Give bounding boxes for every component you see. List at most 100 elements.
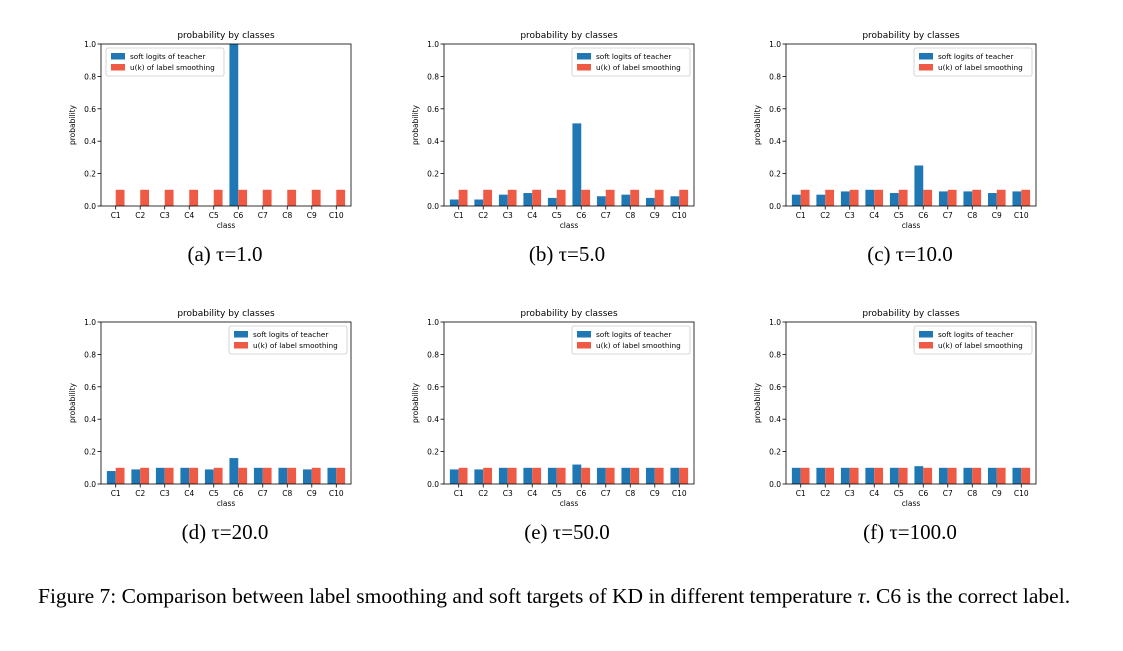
bar-smoothing-C6 — [581, 189, 591, 206]
plot-frame — [100, 43, 352, 207]
bar-smoothing-C8 — [287, 189, 297, 206]
bar-smoothing-C6 — [923, 189, 933, 206]
bar-teacher-C1 — [449, 199, 459, 206]
bar-smoothing-C5 — [556, 467, 566, 484]
bar-teacher-C9 — [302, 469, 312, 484]
bar-teacher-C5 — [547, 467, 557, 484]
x-tick-label-C6: C6 — [233, 211, 243, 220]
y-tick-label: 0.4 — [427, 137, 439, 146]
x-tick-label-C1: C1 — [796, 489, 806, 498]
y-tick-label: 1.0 — [84, 40, 96, 49]
legend-swatch-teacher — [577, 53, 591, 60]
x-tick-label-C8: C8 — [282, 489, 292, 498]
bar-teacher-C5 — [889, 467, 899, 484]
y-tick-label: 0.8 — [84, 350, 96, 359]
x-tick-label-C9: C9 — [307, 489, 317, 498]
bar-smoothing-C7 — [262, 467, 272, 484]
bar-teacher-C5 — [204, 469, 214, 484]
y-tick-label: 0.4 — [769, 415, 781, 424]
legend-label-smoothing: u(k) of label smoothing — [253, 341, 338, 350]
bar-smoothing-C6 — [238, 467, 248, 484]
bar-teacher-C7 — [938, 467, 948, 484]
x-axis-label: class — [902, 221, 921, 230]
subcaption-f: (f) τ=100.0 — [863, 520, 957, 544]
legend-swatch-teacher — [577, 331, 591, 338]
x-tick-label-C6: C6 — [576, 211, 586, 220]
bar-smoothing-C3 — [849, 467, 859, 484]
chart-title: probability by classes — [862, 309, 960, 319]
y-tick-label: 0.2 — [427, 170, 439, 179]
x-axis-label: class — [560, 221, 579, 230]
x-tick-label-C4: C4 — [869, 489, 879, 498]
y-tick-label: 0.0 — [769, 480, 781, 489]
bar-smoothing-C3 — [164, 467, 174, 484]
bar-smoothing-C4 — [532, 189, 542, 206]
bar-smoothing-C1 — [800, 467, 810, 484]
y-axis-label: probability — [411, 104, 420, 145]
legend-swatch-teacher — [919, 53, 933, 60]
y-tick-label: 0.8 — [84, 72, 96, 81]
y-axis-label: probability — [68, 104, 77, 145]
bar-smoothing-C5 — [213, 467, 223, 484]
y-tick-label: 0.2 — [84, 170, 96, 179]
x-axis-label: class — [217, 221, 236, 230]
y-tick-label: 1.0 — [427, 40, 439, 49]
bar-smoothing-C4 — [189, 189, 199, 206]
x-tick-label-C5: C5 — [552, 211, 562, 220]
x-tick-label-C5: C5 — [894, 211, 904, 220]
x-tick-label-C8: C8 — [967, 489, 977, 498]
bar-teacher-C10 — [1012, 191, 1022, 206]
bar-smoothing-C2 — [825, 189, 835, 206]
x-tick-label-C1: C1 — [111, 489, 121, 498]
x-tick-label-C3: C3 — [503, 489, 513, 498]
x-tick-label-C10: C10 — [1014, 489, 1029, 498]
chart-title: probability by classes — [520, 309, 618, 319]
bar-teacher-C8 — [963, 191, 973, 206]
bar-smoothing-C8 — [630, 189, 640, 206]
legend-swatch-smoothing — [111, 64, 125, 71]
x-tick-label-C10: C10 — [329, 489, 344, 498]
chart-title: probability by classes — [862, 31, 960, 41]
bar-teacher-C7 — [938, 191, 948, 206]
y-tick-label: 0.4 — [427, 415, 439, 424]
x-tick-label-C3: C3 — [160, 489, 170, 498]
x-tick-label-C8: C8 — [625, 489, 635, 498]
y-tick-label: 0.0 — [769, 202, 781, 211]
legend-label-teacher: soft logits of teacher — [596, 330, 671, 339]
bar-teacher-C1 — [449, 469, 459, 484]
bar-teacher-C2 — [131, 469, 141, 484]
y-tick-label: 0.8 — [427, 350, 439, 359]
bar-smoothing-C5 — [898, 189, 908, 206]
y-tick-label: 0.2 — [84, 448, 96, 457]
x-tick-label-C7: C7 — [943, 489, 953, 498]
legend-label-teacher: soft logits of teacher — [130, 52, 205, 61]
bar-smoothing-C4 — [189, 467, 199, 484]
y-tick-label: 0.4 — [84, 415, 96, 424]
bar-teacher-C9 — [645, 197, 655, 206]
bar-teacher-C6 — [229, 44, 239, 206]
y-tick-label: 0.2 — [769, 170, 781, 179]
bar-smoothing-C9 — [654, 189, 664, 206]
figure-caption-symbol: τ — [857, 584, 866, 608]
y-tick-label: 0.0 — [427, 480, 439, 489]
legend-swatch-smoothing — [234, 342, 248, 349]
x-tick-label-C8: C8 — [282, 211, 292, 220]
bar-teacher-C6 — [572, 123, 582, 206]
bar-teacher-C7 — [596, 467, 606, 484]
x-tick-label-C5: C5 — [552, 489, 562, 498]
x-tick-label-C2: C2 — [135, 211, 145, 220]
bar-teacher-C6 — [229, 458, 239, 484]
plot-frame — [443, 43, 695, 207]
chart-title: probability by classes — [177, 309, 275, 319]
bar-teacher-C4 — [180, 467, 190, 484]
legend-label-smoothing: u(k) of label smoothing — [596, 63, 681, 72]
x-tick-label-C2: C2 — [478, 489, 488, 498]
x-tick-label-C9: C9 — [992, 489, 1002, 498]
y-tick-label: 0.6 — [427, 383, 439, 392]
bar-smoothing-C10 — [1021, 467, 1031, 484]
y-tick-label: 1.0 — [427, 318, 439, 327]
bar-smoothing-C8 — [972, 189, 982, 206]
chart-title: probability by classes — [177, 31, 275, 41]
bar-smoothing-C2 — [140, 189, 150, 206]
y-tick-label: 0.4 — [84, 137, 96, 146]
